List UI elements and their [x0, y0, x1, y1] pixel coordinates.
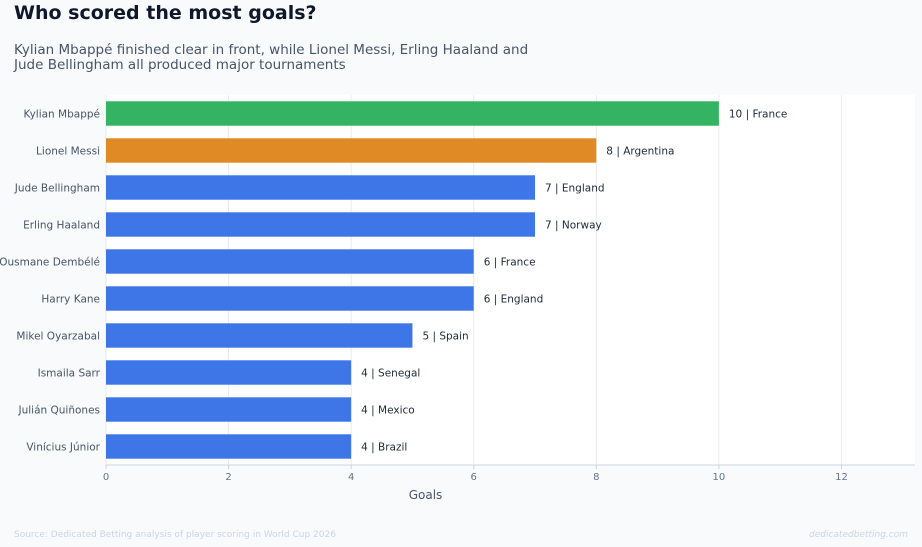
chart-subtitle: Kylian Mbappé finished clear in front, w… [14, 42, 529, 73]
bar-data-label: 6 | England [484, 294, 544, 306]
bar-data-label: 4 | Mexico [361, 405, 415, 417]
x-tick-label: 8 [593, 472, 599, 483]
bar[interactable] [106, 323, 413, 348]
bar-data-label: 7 | England [545, 183, 605, 195]
bar[interactable] [106, 101, 719, 126]
category-label: Harry Kane [41, 294, 100, 306]
bar-data-label: 7 | Norway [545, 220, 602, 232]
bars [106, 101, 719, 459]
category-label: Kylian Mbappé [23, 109, 100, 121]
bar[interactable] [106, 434, 352, 459]
bar-data-label: 4 | Senegal [361, 368, 420, 380]
x-tick-label: 2 [225, 472, 231, 483]
category-label: Ousmane Dembélé [0, 257, 100, 269]
bar[interactable] [106, 360, 352, 385]
brand-link[interactable]: dedicatedbetting.com [808, 530, 908, 540]
source-note: Source: Dedicated Betting analysis of pl… [14, 530, 336, 540]
x-tick-label: 10 [713, 472, 726, 483]
bar-data-label: 10 | France [729, 109, 788, 121]
bar[interactable] [106, 138, 597, 163]
x-axis-ticks: 0 2 4 6 8 10 12 [103, 465, 848, 483]
category-label: Vinícius Júnior [26, 442, 100, 454]
bar[interactable] [106, 397, 352, 422]
data-labels: 10 | France 8 | Argentina 7 | England 7 | N… [361, 109, 787, 454]
x-tick-label: 6 [471, 472, 477, 483]
x-axis-title: Goals [409, 488, 443, 502]
bar[interactable] [106, 175, 536, 200]
bar-data-label: 5 | Spain [422, 331, 468, 343]
category-label: Lionel Messi [36, 146, 100, 158]
category-label: Jude Bellingham [14, 183, 100, 195]
x-tick-label: 12 [835, 472, 848, 483]
category-label: Julián Quiñones [17, 405, 100, 417]
bar-data-label: 6 | France [484, 257, 536, 269]
bar-data-label: 8 | Argentina [606, 146, 674, 158]
category-labels: Kylian Mbappé Lionel Messi Jude Bellingham… [0, 109, 101, 454]
category-label: Ismaila Sarr [38, 368, 101, 380]
x-tick-label: 4 [348, 472, 354, 483]
bar-data-label: 4 | Brazil [361, 442, 407, 454]
chart-title: Who scored the most goals? [14, 2, 317, 24]
bar[interactable] [106, 286, 474, 311]
bar[interactable] [106, 249, 474, 274]
bar[interactable] [106, 212, 536, 237]
category-label: Erling Haaland [23, 220, 100, 232]
x-tick-label: 0 [103, 472, 109, 483]
category-label: Mikel Oyarzabal [16, 331, 100, 343]
